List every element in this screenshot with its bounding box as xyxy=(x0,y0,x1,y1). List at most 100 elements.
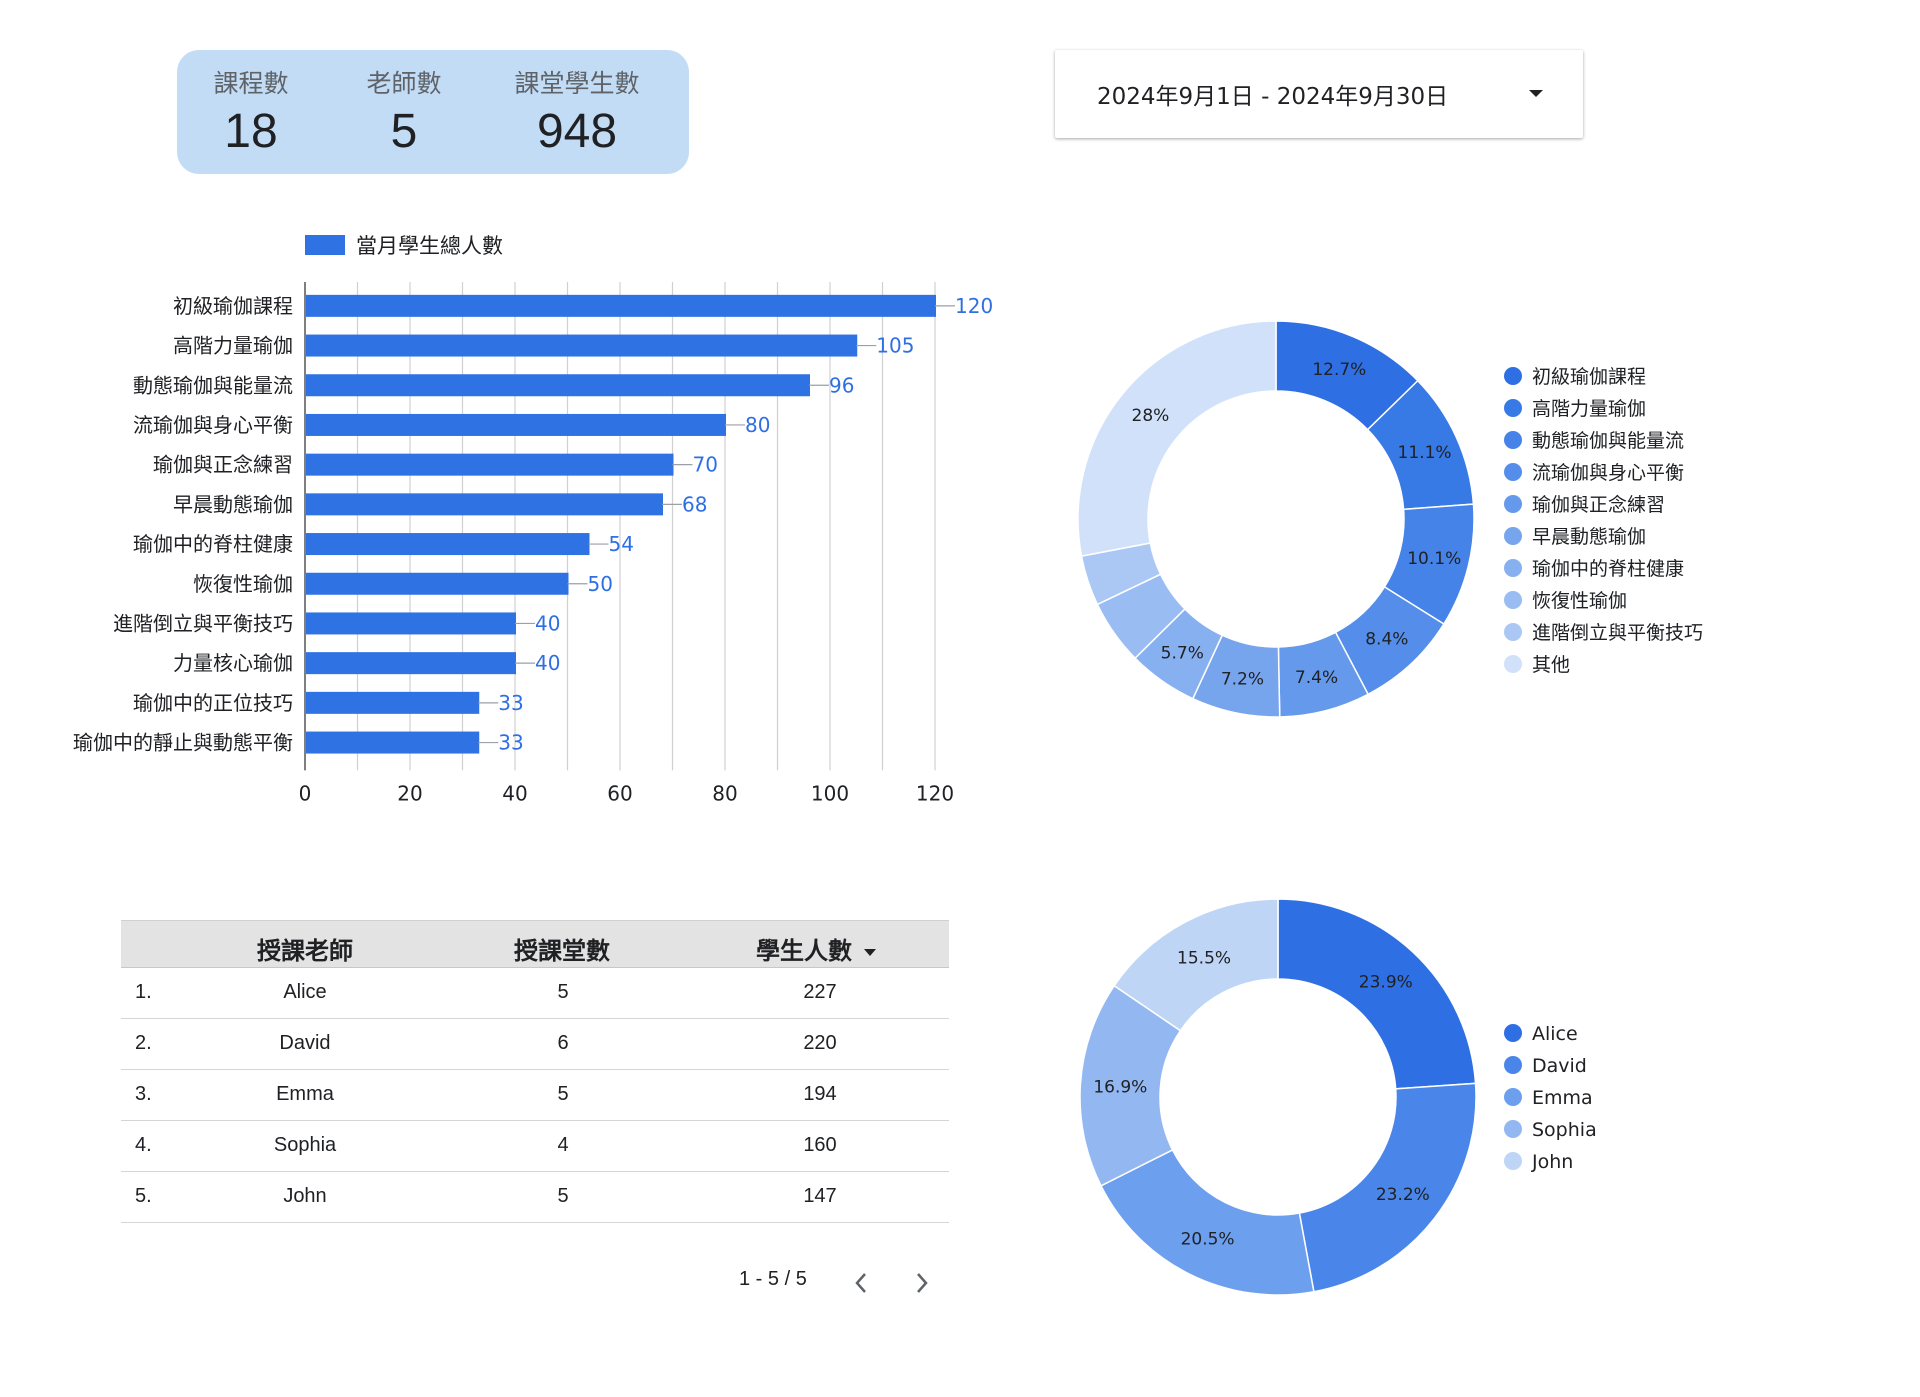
table-cell-teacher: John xyxy=(283,1185,327,1207)
slice-label: 23.2% xyxy=(1376,1185,1430,1205)
category-label: 早晨動態瑜伽 xyxy=(173,492,293,516)
legend-label: John xyxy=(1531,1151,1573,1173)
bar xyxy=(306,413,726,436)
data-label: 105 xyxy=(876,334,914,358)
donut-slice xyxy=(1113,898,1279,1032)
next-page-icon[interactable] xyxy=(907,1268,937,1298)
legend-dot xyxy=(1504,623,1522,641)
header-teacher[interactable]: 授課老師 xyxy=(257,937,353,965)
bar xyxy=(306,493,663,516)
category-label: 瑜伽與正念練習 xyxy=(153,453,293,477)
metric-label: 老師數 xyxy=(366,69,442,98)
slice-label: 10.1% xyxy=(1407,549,1461,569)
donut-slice xyxy=(1100,1148,1315,1296)
x-tick-label: 100 xyxy=(811,781,849,805)
legend-label: 瑜伽中的脊柱健康 xyxy=(1532,558,1684,580)
donut-slice xyxy=(1298,1082,1477,1293)
legend-label: Emma xyxy=(1532,1087,1593,1109)
bar xyxy=(306,731,480,754)
slice-label: 5.7% xyxy=(1161,643,1204,663)
legend-label: 動態瑜伽與能量流 xyxy=(1532,430,1684,452)
slice-label: 15.5% xyxy=(1177,948,1231,968)
table-cell-classes: 5 xyxy=(557,981,569,1003)
table-cell-rank: 1. xyxy=(135,981,152,1003)
bar xyxy=(306,652,516,675)
table-cell-rank: 5. xyxy=(135,1185,152,1207)
teacher-table: 授課老師 授課堂數 學生人數 1. Alice 5 227 2. David 6 220 3. E… xyxy=(121,920,949,1223)
legend-dot xyxy=(1504,591,1522,609)
legend-dot xyxy=(1504,527,1522,545)
data-label: 33 xyxy=(498,691,523,715)
legend-label: 當月學生總人數 xyxy=(356,234,503,258)
table-cell-teacher: David xyxy=(279,1032,331,1054)
table-cell-rank: 2. xyxy=(135,1032,152,1054)
legend-dot xyxy=(1504,495,1522,513)
category-label: 流瑜伽與身心平衡 xyxy=(133,413,293,437)
slice-label: 7.4% xyxy=(1295,668,1338,688)
legend-label: David xyxy=(1532,1055,1587,1077)
legend-label: Alice xyxy=(1532,1023,1578,1045)
bar xyxy=(306,572,569,595)
table-cell-classes: 6 xyxy=(557,1032,569,1054)
metric-label: 課程數 xyxy=(213,69,289,98)
slice-label: 16.9% xyxy=(1093,1078,1147,1098)
metric-course-count: 課程數 18 xyxy=(191,64,311,159)
bar-chart: 當月學生總人數 0 20 40 60 80 100 120 初級瑜伽課程 120 高階力量瑜伽 105… xyxy=(73,234,993,805)
table-cell-teacher: Sophia xyxy=(273,1134,337,1156)
x-tick-label: 60 xyxy=(607,781,632,805)
table-row[interactable]: 4. Sophia 4 160 xyxy=(121,1121,949,1172)
data-label: 40 xyxy=(535,611,560,635)
metric-value: 18 xyxy=(224,105,278,158)
category-label: 瑜伽中的脊柱健康 xyxy=(133,532,293,556)
legend-label: 早晨動態瑜伽 xyxy=(1532,526,1646,548)
date-range-picker[interactable]: 2024年9月1日 - 2024年9月30日 xyxy=(1055,50,1583,138)
x-tick-label: 80 xyxy=(712,781,737,805)
bar xyxy=(306,533,590,556)
metric-label: 課堂學生數 xyxy=(514,69,640,98)
bar xyxy=(306,453,674,476)
table-cell-students: 147 xyxy=(803,1185,837,1207)
table-row[interactable]: 5. John 5 147 xyxy=(121,1172,949,1223)
legend-dot xyxy=(1504,431,1522,449)
table-cell-teacher: Alice xyxy=(283,981,327,1003)
table-cell-students: 227 xyxy=(803,981,837,1003)
category-label: 動態瑜伽與能量流 xyxy=(133,373,293,397)
table-cell-classes: 4 xyxy=(557,1134,569,1156)
table-row[interactable]: 2. David 6 220 xyxy=(121,1019,949,1070)
data-label: 68 xyxy=(682,492,707,516)
legend-dot xyxy=(1504,1152,1522,1170)
table-cell-students: 194 xyxy=(803,1083,837,1105)
data-label: 33 xyxy=(498,731,523,755)
donut-chart-teachers: 23.9% 23.2% 20.5% 16.9% 15.5% Alice David Emma S… xyxy=(1079,898,1597,1296)
data-label: 96 xyxy=(829,373,854,397)
scorecard: 課程數 18 老師數 5 課堂學生數 948 xyxy=(177,50,689,174)
slice-label: 8.4% xyxy=(1365,630,1408,650)
x-tick-label: 0 xyxy=(299,781,312,805)
category-label: 進階倒立與平衡技巧 xyxy=(113,611,293,635)
pagination-label: 1 - 5 / 5 xyxy=(739,1268,807,1290)
data-label: 120 xyxy=(955,294,993,318)
slice-label: 23.9% xyxy=(1359,972,1413,992)
category-label: 瑜伽中的正位技巧 xyxy=(133,691,293,715)
header-students-label: 學生人數 xyxy=(756,937,852,965)
donut-chart-courses: 12.7% 11.1% 10.1% 8.4% 7.4% 7.2% 5.7% 28% 初級瑜伽課程… xyxy=(1077,320,1703,718)
legend-dot xyxy=(1504,399,1522,417)
donut-slice xyxy=(1277,898,1477,1090)
metric-value: 948 xyxy=(536,105,618,158)
table-row[interactable]: 3. Emma 5 194 xyxy=(121,1070,949,1121)
legend-label: 恢復性瑜伽 xyxy=(1532,590,1627,612)
x-tick-label: 40 xyxy=(502,781,527,805)
legend-dot xyxy=(1504,463,1522,481)
legend-swatch xyxy=(305,235,345,255)
table-cell-classes: 5 xyxy=(557,1185,569,1207)
legend-label: 進階倒立與平衡技巧 xyxy=(1532,622,1703,644)
header-students[interactable]: 學生人數 xyxy=(756,931,876,966)
legend-label: Sophia xyxy=(1532,1119,1597,1141)
slice-label: 12.7% xyxy=(1312,360,1366,380)
header-classes[interactable]: 授課堂數 xyxy=(514,937,610,965)
bar xyxy=(306,294,936,317)
table-row[interactable]: 1. Alice 5 227 xyxy=(121,968,949,1019)
prev-page-icon[interactable] xyxy=(846,1268,876,1298)
donut-slice xyxy=(1077,320,1277,557)
category-label: 高階力量瑜伽 xyxy=(173,334,293,358)
